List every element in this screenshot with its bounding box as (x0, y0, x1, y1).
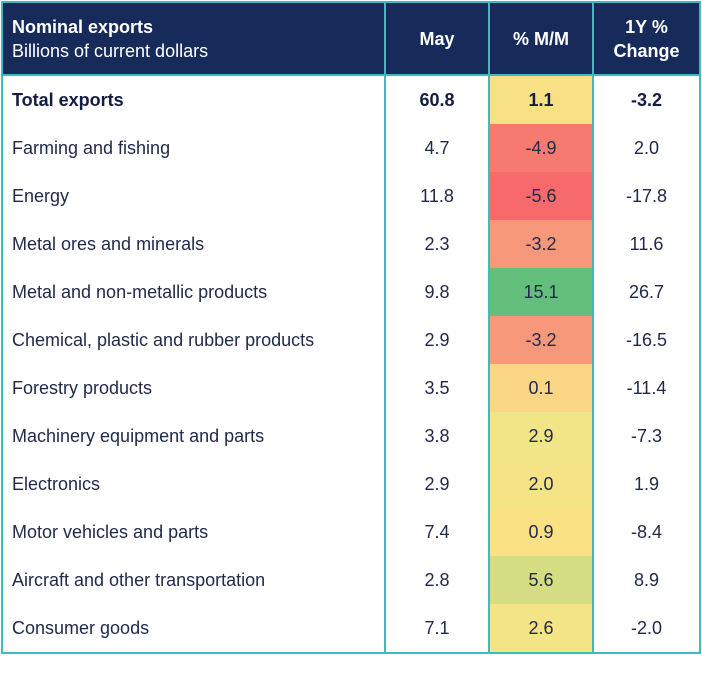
mm-value: -5.6 (488, 172, 594, 220)
yoy-value: -11.4 (592, 364, 701, 412)
may-value: 4.7 (384, 124, 490, 172)
may-value: 9.8 (384, 268, 490, 316)
table-row: Motor vehicles and parts 7.4 0.9 -8.4 (1, 508, 701, 556)
row-label: Energy (1, 172, 386, 220)
table-row: Machinery equipment and parts 3.8 2.9 -7.3 (1, 412, 701, 460)
table-subtitle: Billions of current dollars (12, 40, 209, 61)
table-row: Farming and fishing 4.7 -4.9 2.0 (1, 124, 701, 172)
mm-value: 1.1 (488, 75, 594, 124)
may-value: 2.8 (384, 556, 490, 604)
table-row: Chemical, plastic and rubber products 2.9… (1, 316, 701, 364)
column-header-yoy-line2: Change (613, 40, 680, 61)
table-body: Total exports 60.8 1.1 -3.2 Farming and fish… (1, 75, 701, 654)
column-header-yoy: 1Y % Change (592, 1, 701, 76)
yoy-value: -7.3 (592, 412, 701, 460)
table-row: Aircraft and other transportation 2.8 5.6 8… (1, 556, 701, 604)
table-row: Energy 11.8 -5.6 -17.8 (1, 172, 701, 220)
may-value: 3.8 (384, 412, 490, 460)
header-row: Nominal exports Billions of current doll… (1, 1, 701, 76)
row-label: Machinery equipment and parts (1, 412, 386, 460)
row-label: Farming and fishing (1, 124, 386, 172)
mm-value: 15.1 (488, 268, 594, 316)
may-value: 2.3 (384, 220, 490, 268)
table-row: Forestry products 3.5 0.1 -11.4 (1, 364, 701, 412)
table-row: Consumer goods 7.1 2.6 -2.0 (1, 604, 701, 654)
row-label: Consumer goods (1, 604, 386, 654)
may-value: 3.5 (384, 364, 490, 412)
table-row: Electronics 2.9 2.0 1.9 (1, 460, 701, 508)
row-label: Forestry products (1, 364, 386, 412)
column-header-mm: % M/M (488, 1, 594, 76)
mm-value: 2.9 (488, 412, 594, 460)
table-title: Nominal exports (12, 16, 154, 37)
mm-value: 2.0 (488, 460, 594, 508)
mm-value: -3.2 (488, 220, 594, 268)
yoy-value: 2.0 (592, 124, 701, 172)
may-value: 2.9 (384, 316, 490, 364)
table-row: Metal ores and minerals 2.3 -3.2 11.6 (1, 220, 701, 268)
yoy-value: 8.9 (592, 556, 701, 604)
yoy-value: -17.8 (592, 172, 701, 220)
row-label: Chemical, plastic and rubber products (1, 316, 386, 364)
may-value: 11.8 (384, 172, 490, 220)
may-value: 2.9 (384, 460, 490, 508)
mm-value: 2.6 (488, 604, 594, 654)
yoy-value: -16.5 (592, 316, 701, 364)
mm-value: 5.6 (488, 556, 594, 604)
may-value: 7.4 (384, 508, 490, 556)
yoy-value: 1.9 (592, 460, 701, 508)
column-header-yoy-line1: 1Y % (625, 16, 668, 37)
table-header: Nominal exports Billions of current doll… (1, 1, 701, 76)
row-label: Motor vehicles and parts (1, 508, 386, 556)
table-row: Metal and non-metallic products 9.8 15.1 26… (1, 268, 701, 316)
mm-value: 0.1 (488, 364, 594, 412)
column-header-may: May (384, 1, 490, 76)
mm-value: -4.9 (488, 124, 594, 172)
yoy-value: 11.6 (592, 220, 701, 268)
row-label: Aircraft and other transportation (1, 556, 386, 604)
mm-value: 0.9 (488, 508, 594, 556)
may-value: 60.8 (384, 75, 490, 124)
row-label: Total exports (1, 75, 386, 124)
table-row-total: Total exports 60.8 1.1 -3.2 (1, 75, 701, 124)
yoy-value: 26.7 (592, 268, 701, 316)
exports-table: Nominal exports Billions of current doll… (1, 1, 701, 654)
yoy-value: -8.4 (592, 508, 701, 556)
yoy-value: -3.2 (592, 75, 701, 124)
yoy-value: -2.0 (592, 604, 701, 654)
may-value: 7.1 (384, 604, 490, 654)
row-label: Electronics (1, 460, 386, 508)
row-label: Metal and non-metallic products (1, 268, 386, 316)
header-title-cell: Nominal exports Billions of current doll… (1, 1, 386, 76)
row-label: Metal ores and minerals (1, 220, 386, 268)
mm-value: -3.2 (488, 316, 594, 364)
